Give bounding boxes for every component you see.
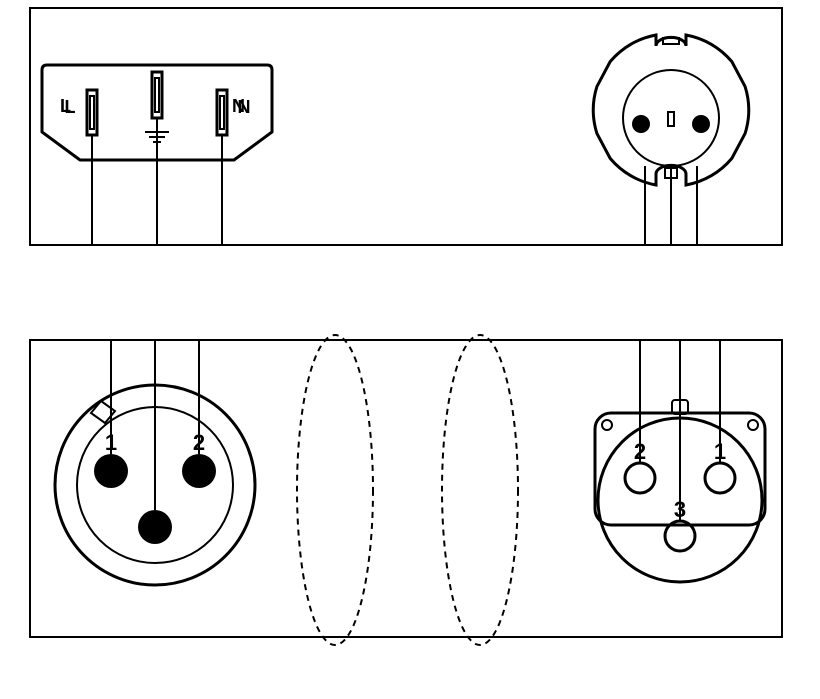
svg-text:N: N [238,97,251,117]
svg-text:L: L [65,97,76,117]
